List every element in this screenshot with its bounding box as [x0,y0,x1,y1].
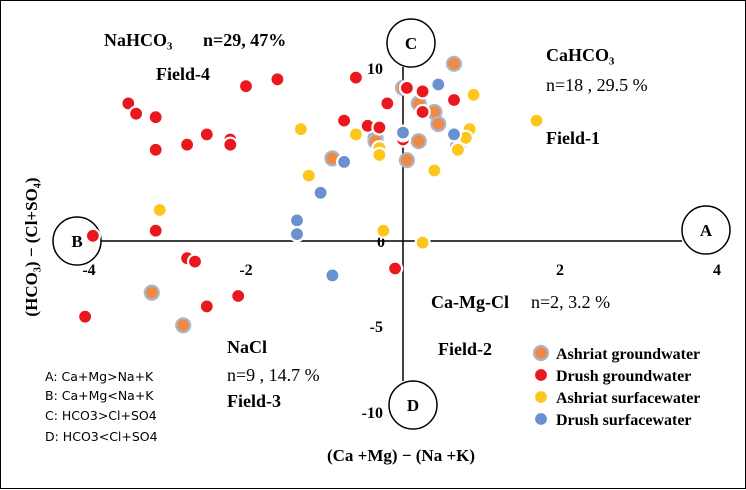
axis-end-top: C [386,18,436,68]
legend-marker [532,410,550,428]
field1-stats: n=18 , 29.5 % [546,75,648,95]
data-point-series-2 [237,78,255,95]
y-tick-label: 0 [377,234,385,251]
axis-end-markers: A B C D [52,18,731,430]
legend-label: Ashriat groundwater [556,346,700,363]
data-point-series-2 [147,109,164,126]
data-point-series-3 [151,201,168,219]
data-point-series-1 [143,284,160,301]
legend-marker [532,344,550,362]
y-tick-label: -10 [362,405,383,422]
axis-end-top-label: C [405,34,417,53]
data-point-series-2 [398,79,415,97]
axis-end-bottom-label: D [407,396,419,415]
definition-a: A: Ca+Mg>Na+K [45,369,154,384]
field2-type-label: Ca-Mg-Cl [431,292,509,312]
data-point-series-4 [312,184,329,201]
data-point-series-3 [426,162,443,179]
axis-end-bottom: D [388,380,438,430]
data-point-series-2 [147,141,164,158]
data-point-series-2 [347,69,364,86]
data-point-series-4 [430,76,447,93]
data-point-series-2 [186,253,204,270]
data-point-series-3 [465,86,482,103]
data-point-series-4 [394,124,412,141]
data-point-series-1 [398,152,415,169]
x-tick-label: -4 [82,262,95,279]
data-point-series-2 [414,103,431,121]
data-points [76,55,545,334]
x-tick-label: 4 [713,262,721,279]
data-point-series-4 [288,226,306,243]
legend-label: Drush groundwater [556,368,691,385]
field-labels: NaHCO₃ n=29, 47% Field-4 CaHCO₃ n=18 , 2… [104,30,648,411]
data-point-series-4 [324,267,341,284]
data-point-series-2 [198,298,215,315]
axis-end-right: A [681,205,731,255]
tick-labels: -4-2241050-5-10 [82,61,721,422]
data-point-series-3 [371,146,388,164]
legend-marker [532,366,550,384]
data-point-series-1 [175,317,192,334]
data-point-series-3 [292,121,309,138]
data-point-series-2 [198,126,215,143]
data-point-series-2 [128,105,145,122]
y-axis-label: (HCO₃) − (Cl+SO₄) [22,177,41,316]
legend-label: Ashriat surfacewater [556,390,700,407]
data-point-series-2 [84,227,102,244]
data-point-series-2 [76,308,94,325]
data-point-series-3 [414,234,431,251]
field3-name: Field-3 [227,391,281,411]
field2-name: Field-2 [438,339,492,359]
field4-type-label: NaHCO₃ [104,30,173,50]
data-point-series-2 [379,95,396,112]
axes [101,67,682,381]
definition-c: C: HCO3>Cl+SO4 [45,408,157,423]
data-point-series-3 [449,141,466,158]
axis-end-left-label: B [71,232,82,251]
data-point-series-3 [528,112,545,129]
data-point-series-4 [445,126,463,143]
x-tick-label: -2 [239,262,252,279]
axis-end-right-label: A [700,221,713,240]
data-point-series-2 [269,71,286,88]
data-point-series-2 [371,119,388,136]
data-point-series-4 [336,153,353,170]
field3-type-label: NaCl [227,337,267,357]
field1-type-label: CaHCO₃ [546,45,615,65]
definition-b: B: Ca+Mg<Na+K [45,388,154,403]
legend-label: Drush surfacewater [556,412,692,429]
field3-stats: n=9 , 14.7 % [227,365,320,385]
data-point-series-4 [288,212,306,229]
data-point-series-2 [387,260,404,277]
field4-stats: n=29, 47% [203,30,286,50]
data-point-series-2 [414,83,431,100]
data-point-series-2 [179,136,196,153]
data-point-series-1 [410,133,427,150]
data-point-series-1 [430,115,447,133]
field1-name: Field-1 [546,128,600,148]
data-point-series-1 [445,55,463,72]
data-point-series-3 [347,126,364,143]
x-tick-label: 2 [556,262,564,279]
legend: Ashriat groundwater Drush groundwater Ashr… [532,344,700,429]
data-point-series-2 [230,287,247,305]
data-point-series-2 [445,91,463,109]
data-point-series-3 [300,167,317,184]
definition-d: D: HCO3<Cl+SO4 [45,429,158,444]
field2-stats: n=2, 3.2 % [531,292,610,312]
data-point-series-2 [336,112,353,129]
data-point-series-2 [147,222,164,239]
x-axis-label: (Ca +Mg) − (Na +K) [327,446,475,465]
legend-marker [532,388,550,406]
field4-name: Field-4 [156,64,210,84]
y-tick-label: -5 [370,319,383,336]
end-member-definitions: A: Ca+Mg>Na+K B: Ca+Mg<Na+K C: HCO3>Cl+S… [45,369,158,444]
y-tick-label: 10 [367,61,383,78]
data-point-series-2 [222,136,239,153]
data-point-series-3 [375,222,392,239]
